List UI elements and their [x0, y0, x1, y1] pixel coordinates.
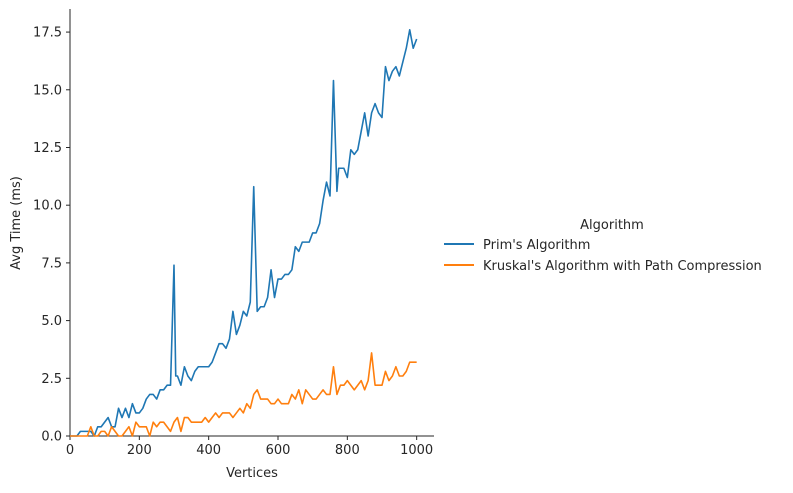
axis-labels: Vertices Avg Time (ms): [9, 176, 278, 481]
x-axis-label: Vertices: [226, 466, 278, 481]
legend-label-kruskals: Kruskal's Algorithm with Path Compressio…: [483, 259, 762, 274]
y-tick-label: 5.0: [41, 314, 62, 329]
series-line-kruskals: [70, 352, 417, 437]
x-tick-label: 800: [335, 443, 360, 458]
y-tick-label: 0.0: [41, 430, 62, 445]
y-axis-label: Avg Time (ms): [9, 176, 24, 270]
legend-title: Algorithm: [580, 218, 644, 233]
y-tick-label: 2.5: [41, 372, 62, 387]
series-lines: [70, 28, 418, 437]
x-tick-label: 200: [127, 443, 152, 458]
y-tick-label: 15.0: [33, 83, 62, 98]
y-tick-label: 12.5: [33, 141, 62, 156]
legend-label-prims: Prim's Algorithm: [483, 238, 590, 253]
x-tick-label: 600: [266, 443, 291, 458]
y-tick-label: 17.5: [33, 26, 62, 41]
x-tick-label: 400: [196, 443, 221, 458]
series-line-prims: [70, 28, 418, 437]
y-tick-label: 7.5: [41, 256, 62, 271]
x-tick-label: 1000: [400, 443, 433, 458]
y-tick-label: 10.0: [33, 199, 62, 214]
axes: 0 200 400 600 800 1000 0.0 2.5 5.0 7.5 10.0 12.5 15.…: [33, 9, 434, 458]
x-tick-label: 0: [66, 443, 74, 458]
legend: Algorithm Prim's Algorithm Kruskal's Alg…: [444, 218, 762, 274]
